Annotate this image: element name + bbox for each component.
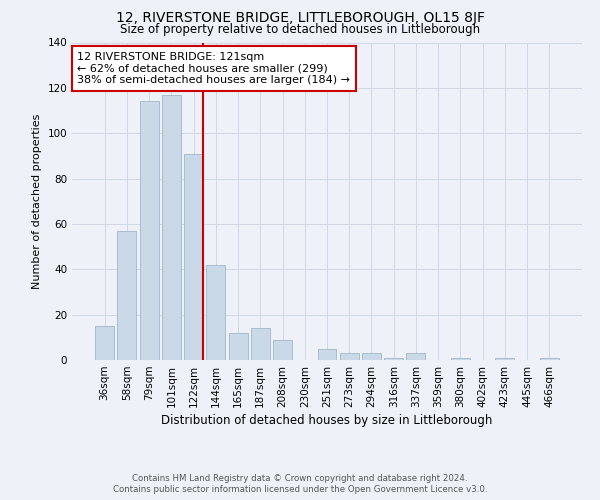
Bar [406,353,425,360]
Text: Size of property relative to detached houses in Littleborough: Size of property relative to detached ho… [120,22,480,36]
Bar [162,94,181,360]
Bar [184,154,203,360]
Bar [95,326,114,360]
Bar [451,358,470,360]
Y-axis label: Number of detached properties: Number of detached properties [32,114,42,289]
Bar [340,353,359,360]
X-axis label: Distribution of detached houses by size in Littleborough: Distribution of detached houses by size … [161,414,493,427]
Bar [206,265,225,360]
Text: Contains HM Land Registry data © Crown copyright and database right 2024.
Contai: Contains HM Land Registry data © Crown c… [113,474,487,494]
Bar [317,348,337,360]
Bar [384,358,403,360]
Bar [496,358,514,360]
Bar [540,358,559,360]
Text: 12, RIVERSTONE BRIDGE, LITTLEBOROUGH, OL15 8JF: 12, RIVERSTONE BRIDGE, LITTLEBOROUGH, OL… [115,11,485,25]
Bar [251,328,270,360]
Bar [118,230,136,360]
Text: 12 RIVERSTONE BRIDGE: 121sqm
← 62% of detached houses are smaller (299)
38% of s: 12 RIVERSTONE BRIDGE: 121sqm ← 62% of de… [77,52,350,85]
Bar [362,353,381,360]
Bar [229,333,248,360]
Bar [140,102,158,360]
Bar [273,340,292,360]
